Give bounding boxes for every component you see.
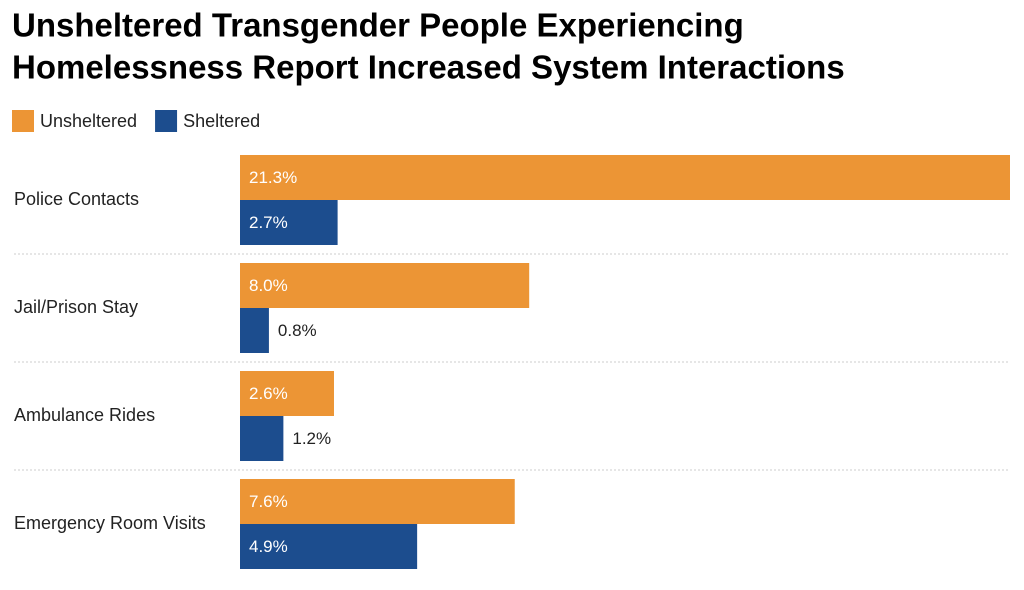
bar xyxy=(240,524,418,569)
value-label: 1.2% xyxy=(292,429,331,448)
value-label: 2.7% xyxy=(249,213,288,232)
bar xyxy=(240,200,338,245)
category-label: Police Contacts xyxy=(14,189,139,209)
value-label: 21.3% xyxy=(249,168,297,187)
legend-label: Unsheltered xyxy=(40,111,137,131)
bar xyxy=(240,416,284,461)
category-label: Emergency Room Visits xyxy=(14,513,206,533)
value-label: 0.8% xyxy=(278,321,317,340)
bar xyxy=(240,371,334,416)
bar xyxy=(240,308,269,353)
value-label: 7.6% xyxy=(249,492,288,511)
category-label: Ambulance Rides xyxy=(14,405,155,425)
category-label: Jail/Prison Stay xyxy=(14,297,138,317)
chart-title: Unsheltered Transgender People Experienc… xyxy=(12,7,744,44)
value-label: 2.6% xyxy=(249,384,288,403)
legend-swatch xyxy=(12,110,34,132)
legend-label: Sheltered xyxy=(183,111,260,131)
bar xyxy=(240,155,1010,200)
legend-swatch xyxy=(155,110,178,132)
bar xyxy=(240,479,515,524)
chart-title: Homelessness Report Increased System Int… xyxy=(12,49,845,86)
value-label: 4.9% xyxy=(249,537,288,556)
value-label: 8.0% xyxy=(249,276,288,295)
bar xyxy=(240,263,530,308)
